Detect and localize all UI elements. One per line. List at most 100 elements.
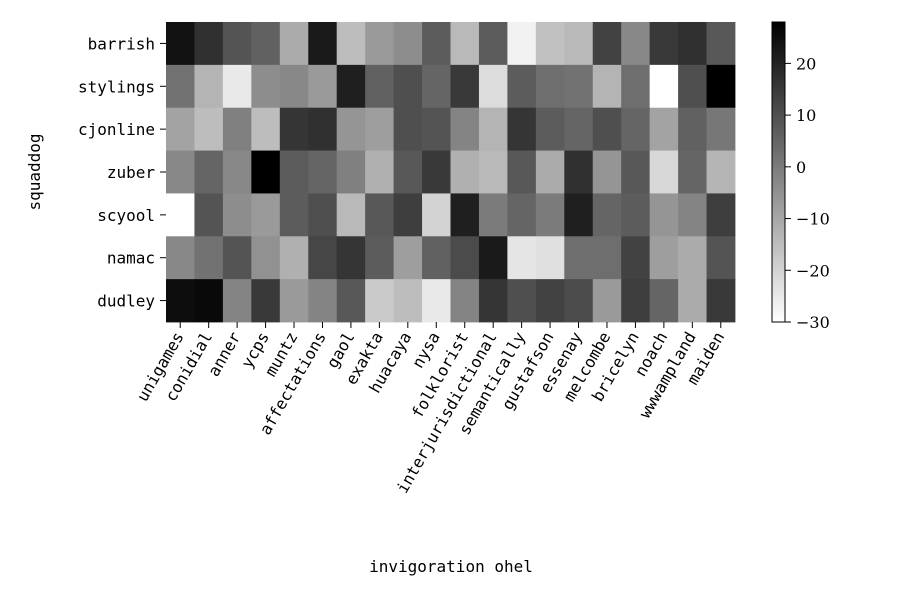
heatmap-cell: [592, 150, 622, 194]
heatmap-cell: [365, 64, 394, 109]
y-tick-label: scyool: [97, 206, 155, 225]
heatmap-cell: [279, 279, 309, 323]
y-tick-label: namac: [107, 249, 155, 268]
heatmap-cell: [222, 279, 252, 323]
heatmap-cell: [621, 279, 651, 323]
heatmap-cell: [706, 193, 736, 237]
heatmap-cell: [422, 64, 451, 109]
heatmap-cell: [564, 193, 594, 237]
heatmap-cell: [564, 279, 594, 323]
heatmap-cell: [308, 236, 338, 280]
heatmap-cell: [194, 150, 224, 194]
heatmap-cell: [251, 64, 281, 109]
heatmap-cell: [706, 64, 736, 109]
heatmap-cell: [422, 22, 451, 66]
heatmap-cell: [706, 150, 736, 194]
colorbar-tick-label: 10: [796, 106, 816, 125]
heatmap-cell: [592, 107, 622, 151]
heatmap-cell: [535, 64, 565, 109]
y-axis: barrish stylings cjonline zuber scyool namac d…: [78, 34, 166, 311]
heatmap-cell: [649, 64, 679, 109]
heatmap-cell: [166, 150, 195, 194]
colorbar-gradient: [771, 21, 786, 323]
y-tick-label: cjonline: [78, 120, 155, 139]
heatmap-cell: [621, 150, 651, 194]
heatmap-cell: [478, 150, 508, 194]
heatmap-cell: [365, 193, 394, 237]
heatmap-cell: [365, 22, 394, 66]
x-axis: unigamesconidialannerycpsmuntzaffectatio…: [133, 322, 728, 497]
heatmap-cell: [166, 193, 195, 237]
heatmap-cell: [166, 107, 195, 151]
heatmap-cell: [336, 279, 366, 323]
heatmap-cell: [422, 150, 451, 194]
heatmap-cell: [308, 22, 338, 66]
heatmap-cell: [535, 22, 565, 66]
heatmap-cells: [166, 22, 736, 323]
heatmap-cell: [535, 236, 565, 280]
heatmap-cell: [336, 64, 366, 109]
heatmap-cell: [678, 22, 707, 66]
heatmap-cell: [649, 22, 679, 66]
colorbar-ticks: −30 −20 −10 0 10 20: [785, 54, 830, 332]
heatmap-cell: [393, 150, 423, 194]
colorbar-tick-label: −10: [796, 210, 830, 229]
heatmap-cell: [308, 150, 338, 194]
heatmap-cell: [564, 150, 594, 194]
heatmap-cell: [706, 107, 736, 151]
heatmap-cell: [621, 22, 651, 66]
heatmap-cell: [422, 193, 451, 237]
heatmap-cell: [649, 193, 679, 237]
heatmap-cell: [564, 22, 594, 66]
colorbar-tick-label: 20: [796, 54, 816, 73]
heatmap-cell: [450, 193, 480, 237]
heatmap-cell: [450, 150, 480, 194]
heatmap-cell: [365, 279, 394, 323]
heatmap-cell: [450, 236, 480, 280]
heatmap-cell: [592, 279, 622, 323]
heatmap-cell: [308, 107, 338, 151]
heatmap-cell: [166, 236, 195, 280]
heatmap-cell: [592, 193, 622, 237]
heatmap-cell: [621, 107, 651, 151]
heatmap-cell: [422, 279, 451, 323]
heatmap-cell: [592, 64, 622, 109]
heatmap-cell: [478, 279, 508, 323]
heatmap-cell: [507, 22, 537, 66]
heatmap-cell: [166, 22, 195, 66]
heatmap-cell: [194, 107, 224, 151]
heatmap-cell: [194, 193, 224, 237]
heatmap-cell: [592, 236, 622, 280]
heatmap-cell: [507, 193, 537, 237]
heatmap-cell: [649, 150, 679, 194]
heatmap-cell: [194, 236, 224, 280]
heatmap-cell: [393, 279, 423, 323]
heatmap-cell: [222, 22, 252, 66]
heatmap-cell: [478, 236, 508, 280]
heatmap-cell: [478, 107, 508, 151]
heatmap-cell: [535, 193, 565, 237]
heatmap-cell: [450, 279, 480, 323]
y-axis-title: squaddog: [25, 133, 44, 210]
heatmap-cell: [535, 107, 565, 151]
heatmap-cell: [222, 107, 252, 151]
x-axis-title: invigoration ohel: [369, 557, 533, 576]
heatmap-cell: [706, 279, 736, 323]
heatmap-cell: [564, 64, 594, 109]
heatmap-cell: [279, 64, 309, 109]
heatmap-cell: [251, 279, 281, 323]
heatmap-cell: [194, 22, 224, 66]
heatmap-cell: [393, 107, 423, 151]
y-tick-label: dudley: [97, 292, 155, 311]
heatmap-cell: [564, 107, 594, 151]
heatmap-cell: [251, 22, 281, 66]
heatmap-cell: [365, 107, 394, 151]
heatmap-cell: [507, 107, 537, 151]
heatmap-cell: [678, 279, 707, 323]
heatmap-cell: [678, 64, 707, 109]
heatmap-cell: [535, 279, 565, 323]
heatmap-cell: [422, 107, 451, 151]
y-tick-label: barrish: [88, 34, 155, 53]
heatmap-cell: [507, 150, 537, 194]
heatmap-cell: [222, 64, 252, 109]
